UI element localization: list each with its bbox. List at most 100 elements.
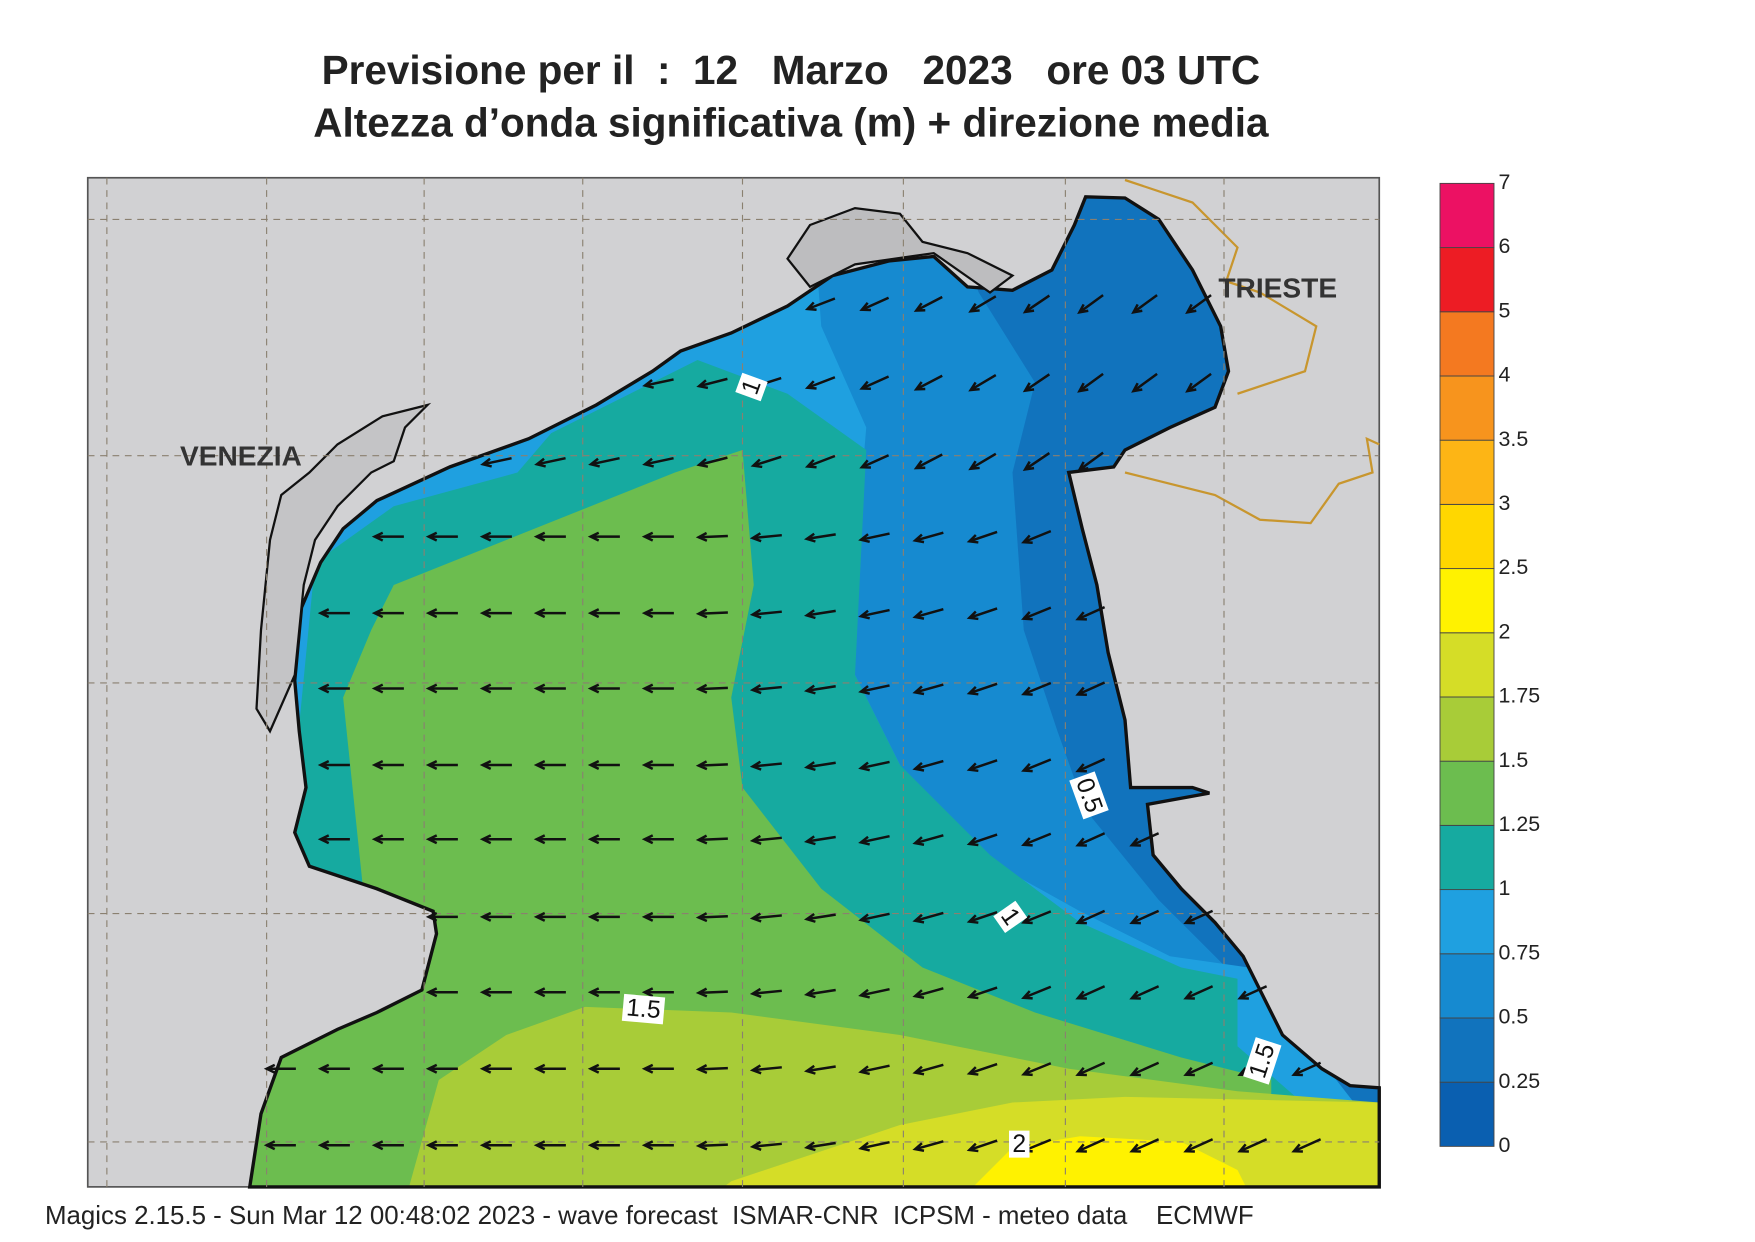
- arrow: [317, 759, 350, 771]
- colorbar-label: 5: [1499, 298, 1511, 322]
- arrow: [749, 987, 782, 998]
- arrow: [425, 834, 458, 845]
- arrow: [1237, 985, 1268, 1000]
- arrow: [858, 912, 890, 924]
- contour-label: 2: [1008, 1130, 1030, 1158]
- arrow: [587, 834, 620, 845]
- colorbar-swatch: [1439, 632, 1495, 698]
- arrow: [858, 532, 890, 544]
- arrow: [1129, 1138, 1160, 1153]
- colorbar: 0 0.25 0.5 0.75 1 1.25 1.5 1.75 2 2.5 3 3.5 4 5 6 7: [1439, 170, 1541, 1157]
- arrow: [1022, 452, 1051, 472]
- contour-label-bg: [993, 900, 1028, 934]
- arrow: [533, 834, 566, 845]
- colorbar-swatch: [1439, 375, 1495, 441]
- arrow: [642, 378, 674, 389]
- arrow: [533, 1140, 566, 1151]
- arrow: [1021, 606, 1052, 621]
- arrow: [587, 683, 620, 694]
- colorbar-swatch: [1439, 1081, 1495, 1147]
- arrow: [533, 987, 566, 998]
- arrow: [695, 987, 728, 998]
- arrow: [803, 835, 836, 846]
- arrow: [425, 911, 458, 922]
- arrow: [642, 456, 674, 468]
- arrow: [1021, 1062, 1052, 1077]
- arrow: [534, 456, 566, 468]
- graticule: [87, 177, 1380, 1187]
- contour-label-bg: [1069, 771, 1109, 820]
- arrow: [587, 987, 620, 998]
- arrow: [588, 456, 620, 468]
- arrow: [912, 531, 944, 544]
- colorbar-label: 7: [1499, 170, 1511, 194]
- arrow: [1185, 294, 1212, 315]
- arrow: [695, 531, 728, 542]
- wave-zone: [967, 1136, 1249, 1187]
- arrow: [913, 295, 943, 312]
- arrow: [1291, 1061, 1322, 1077]
- colorbar-swatch: [1439, 696, 1495, 762]
- arrow: [1021, 910, 1052, 925]
- arrow: [317, 1063, 350, 1074]
- contour-label-bg: [1008, 1130, 1030, 1158]
- colorbar-label: 0.25: [1499, 1069, 1541, 1093]
- arrow: [1183, 909, 1214, 925]
- arrow: [425, 608, 458, 619]
- arrow: [1075, 832, 1106, 847]
- arrow: [371, 608, 404, 619]
- arrow: [533, 1063, 566, 1074]
- contour-label: 1: [735, 372, 768, 402]
- colorbar-label: 3.5: [1499, 427, 1529, 451]
- arrow: [641, 759, 674, 771]
- arrow: [859, 296, 890, 312]
- arrow: [425, 759, 458, 771]
- contour-label-bg: [735, 372, 768, 402]
- arrow: [968, 452, 997, 471]
- arrow: [912, 1063, 944, 1076]
- wave-zone: [249, 450, 1272, 1187]
- arrow: [641, 683, 674, 694]
- arrow: [913, 453, 943, 470]
- arrow: [912, 683, 944, 696]
- arrow: [695, 608, 728, 619]
- arrow: [533, 683, 566, 694]
- colorbar-label: 1: [1499, 876, 1511, 900]
- arrow: [533, 911, 566, 922]
- arrow: [317, 834, 350, 845]
- colorbar-swatch: [1439, 247, 1495, 313]
- arrow: [1077, 294, 1104, 315]
- arrow: [696, 377, 728, 390]
- coastline: [247, 195, 1381, 1189]
- arrow: [749, 1064, 782, 1075]
- arrow: [479, 608, 512, 619]
- colorbar-label: 4: [1499, 363, 1511, 387]
- arrow: [696, 456, 728, 468]
- arrow: [1075, 909, 1106, 925]
- arrow: [1022, 294, 1051, 314]
- arrow: [803, 609, 836, 620]
- arrow: [1129, 985, 1160, 1000]
- arrow: [749, 608, 782, 619]
- arrow: [1183, 985, 1214, 1000]
- arrow: [749, 684, 782, 695]
- arrow: [641, 987, 674, 998]
- arrow: [966, 607, 998, 621]
- colorbar-swatch: [1439, 1017, 1495, 1083]
- arrow: [641, 834, 674, 845]
- arrow: [1129, 909, 1160, 925]
- colorbar-swatch: [1439, 889, 1495, 955]
- arrow: [912, 987, 944, 999]
- arrow: [695, 912, 728, 923]
- arrow: [587, 608, 620, 619]
- arrow: [695, 1140, 728, 1151]
- arrow: [641, 531, 674, 542]
- arrow: [1022, 373, 1051, 393]
- colorbar-label: 0.5: [1499, 1005, 1529, 1029]
- arrow: [859, 375, 890, 390]
- colorbar-label: 2: [1499, 619, 1511, 643]
- arrow: [858, 1064, 890, 1076]
- colorbar-swatch: [1439, 439, 1495, 505]
- colorbar-label: 1.75: [1499, 684, 1541, 708]
- arrow: [641, 911, 674, 922]
